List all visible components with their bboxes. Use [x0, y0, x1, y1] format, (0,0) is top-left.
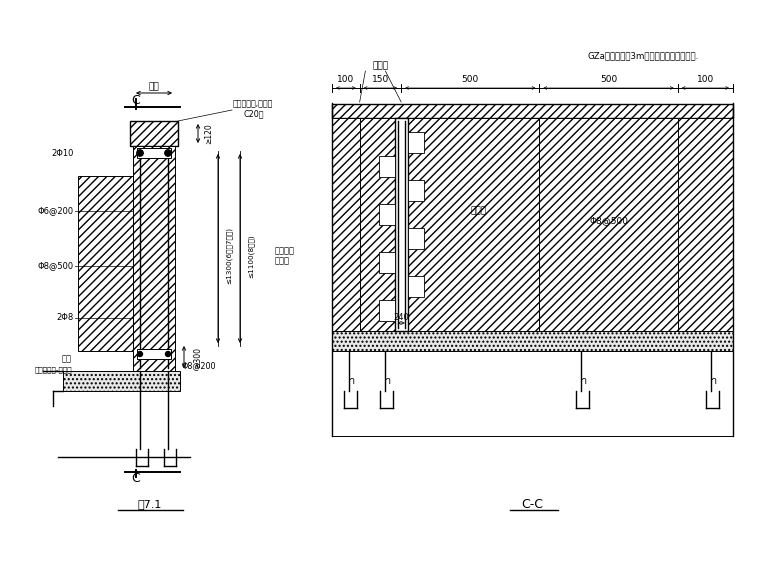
Bar: [540, 118, 678, 331]
Text: 240: 240: [393, 314, 409, 323]
Bar: [407, 118, 540, 331]
Text: 反夹: 反夹: [62, 354, 72, 363]
Text: 2Φ10: 2Φ10: [52, 148, 74, 157]
Text: 图7.1: 图7.1: [138, 499, 162, 509]
Text: ᒐ: ᒐ: [385, 375, 390, 384]
Bar: [130, 121, 178, 146]
Bar: [137, 148, 171, 158]
Text: 墙厚: 墙厚: [149, 83, 160, 92]
Bar: [407, 276, 423, 297]
Bar: [332, 331, 733, 351]
Text: Φ8@500: Φ8@500: [589, 217, 628, 225]
Text: 同屋面楔板-同浇筑: 同屋面楔板-同浇筑: [34, 367, 72, 374]
Text: Φ6@200: Φ6@200: [38, 207, 74, 216]
Text: 500: 500: [461, 75, 479, 84]
Bar: [394, 118, 407, 331]
Circle shape: [166, 351, 170, 357]
Text: ᒐ: ᒐ: [711, 375, 717, 384]
Text: 马牙槎: 马牙槎: [470, 207, 486, 216]
Text: 100: 100: [337, 75, 354, 84]
Bar: [63, 371, 180, 391]
Text: ᒐ: ᒐ: [349, 375, 354, 384]
Bar: [378, 156, 394, 177]
Bar: [78, 176, 133, 351]
Bar: [133, 146, 175, 371]
Text: C-C: C-C: [521, 498, 543, 511]
Bar: [359, 118, 401, 331]
Text: ≥300: ≥300: [194, 346, 202, 367]
Text: C20砼: C20砼: [244, 109, 264, 118]
Bar: [407, 132, 423, 153]
Bar: [407, 180, 423, 201]
Text: 蒸压灰砂
砖体墙: 蒸压灰砂 砖体墙: [275, 246, 295, 265]
Text: ᒐ: ᒐ: [581, 375, 587, 384]
Text: ≤1100(8度时): ≤1100(8度时): [248, 234, 255, 278]
Circle shape: [138, 351, 143, 357]
Text: 砼压顶: 砼压顶: [372, 62, 388, 71]
Bar: [407, 228, 423, 249]
Text: 500: 500: [600, 75, 617, 84]
Bar: [378, 252, 394, 273]
Text: 100: 100: [697, 75, 714, 84]
Circle shape: [137, 150, 143, 156]
Text: C: C: [131, 471, 141, 484]
Text: C: C: [131, 95, 141, 108]
Bar: [332, 118, 359, 331]
Circle shape: [165, 150, 171, 156]
Bar: [378, 204, 394, 225]
Text: GZa间距不大于3m、墙体端头或转角部位.: GZa间距不大于3m、墙体端头或转角部位.: [587, 52, 698, 61]
Text: 砼压顶尺寸,详建施: 砼压顶尺寸,详建施: [233, 100, 274, 109]
Text: 150: 150: [372, 75, 389, 84]
Text: Φ8@500: Φ8@500: [38, 261, 74, 271]
Text: ≤1300(6度和7度时): ≤1300(6度和7度时): [226, 228, 233, 285]
Bar: [332, 104, 733, 118]
Text: Φ8@200: Φ8@200: [182, 362, 217, 371]
Bar: [137, 349, 171, 359]
Bar: [378, 300, 394, 321]
Text: 2Φ8: 2Φ8: [57, 314, 74, 323]
Bar: [678, 118, 733, 331]
Text: ≥120: ≥120: [204, 123, 213, 144]
